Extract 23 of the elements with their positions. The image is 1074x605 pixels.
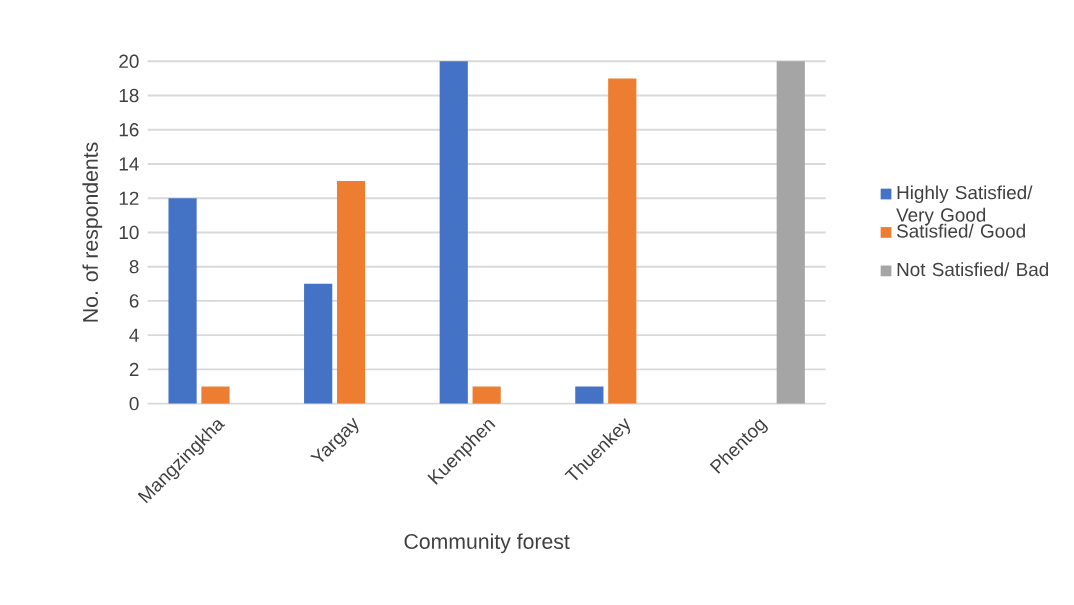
y-tick-label: 4 xyxy=(129,328,139,342)
bar xyxy=(201,386,230,404)
bar xyxy=(776,61,805,404)
y-axis-title: No. of respondents xyxy=(82,142,103,322)
y-tick-label: 18 xyxy=(119,88,139,103)
bar xyxy=(472,386,501,404)
y-tick-label: 0 xyxy=(129,396,139,411)
y-tick-label: 2 xyxy=(129,362,139,376)
y-tick-label: 8 xyxy=(129,260,139,274)
y-tick-label: 6 xyxy=(129,294,139,308)
y-tick-label: 10 xyxy=(119,225,139,240)
legend-label: Not Satisfied/ Bad xyxy=(897,262,1049,277)
bar xyxy=(304,283,333,404)
y-tick-label: 16 xyxy=(119,123,139,137)
bar xyxy=(575,386,604,404)
y-tick-label: 20 xyxy=(119,54,139,68)
y-tick-label: 12 xyxy=(119,191,139,205)
x-axis-title: Community forest xyxy=(404,533,570,554)
bar xyxy=(168,198,197,404)
bar xyxy=(336,181,366,404)
bar xyxy=(439,61,468,404)
bar xyxy=(608,78,637,404)
y-tick-label: 14 xyxy=(119,157,139,171)
